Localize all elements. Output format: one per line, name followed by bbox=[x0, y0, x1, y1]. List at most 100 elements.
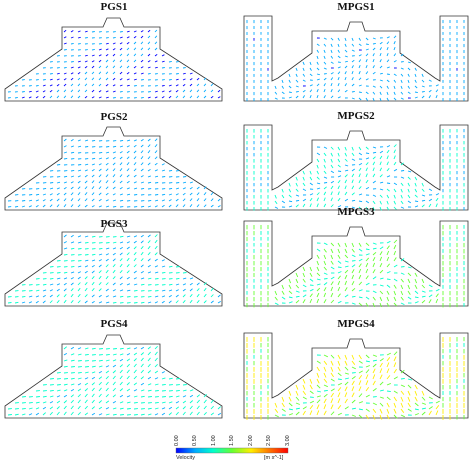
velocity-vector bbox=[407, 390, 411, 396]
velocity-vector bbox=[168, 90, 172, 93]
velocity-vector bbox=[344, 60, 348, 63]
velocity-vector bbox=[302, 378, 306, 384]
velocity-vector bbox=[84, 241, 89, 244]
velocity-vector bbox=[84, 382, 89, 386]
colorbar bbox=[175, 447, 289, 454]
velocity-vector bbox=[379, 200, 382, 205]
velocity-vector bbox=[119, 42, 123, 45]
velocity-vector bbox=[393, 362, 397, 368]
colorbar-tick: 0.00 bbox=[174, 435, 180, 446]
velocity-vector bbox=[77, 399, 81, 404]
velocity-vector bbox=[358, 200, 363, 203]
velocity-vector bbox=[393, 396, 397, 402]
velocity-vector bbox=[337, 354, 341, 360]
velocity-vector bbox=[302, 73, 306, 77]
velocity-vector bbox=[316, 292, 320, 298]
velocity-vector bbox=[175, 395, 180, 398]
velocity-vector bbox=[56, 198, 60, 202]
velocity-vector bbox=[126, 353, 131, 356]
velocity-vector bbox=[105, 301, 110, 304]
velocity-vector bbox=[386, 59, 390, 63]
velocity-vector bbox=[126, 168, 130, 172]
velocity-vector bbox=[309, 197, 313, 202]
velocity-vector bbox=[428, 284, 433, 288]
velocity-vector bbox=[337, 185, 340, 190]
velocity-vector bbox=[337, 275, 341, 280]
velocity-vector bbox=[112, 186, 116, 190]
velocity-vector bbox=[358, 296, 363, 299]
velocity-vector bbox=[70, 265, 75, 268]
velocity-vector bbox=[365, 414, 369, 420]
velocity-vector bbox=[126, 36, 130, 39]
velocity-vector bbox=[140, 413, 145, 416]
velocity-vector bbox=[140, 59, 144, 63]
velocity-vector bbox=[196, 399, 200, 404]
velocity-vector bbox=[302, 182, 306, 187]
velocity-vector bbox=[112, 162, 116, 166]
velocity-vector bbox=[112, 269, 116, 274]
velocity-vector bbox=[7, 302, 12, 304]
velocity-vector bbox=[196, 77, 200, 81]
velocity-vector bbox=[386, 256, 390, 262]
velocity-vector bbox=[379, 374, 383, 380]
velocity-vector bbox=[133, 358, 137, 362]
velocity-vector bbox=[140, 139, 144, 142]
velocity-vector bbox=[140, 47, 144, 51]
velocity-vector bbox=[56, 300, 60, 304]
velocity-vector bbox=[351, 158, 356, 161]
velocity-vector bbox=[379, 256, 383, 262]
velocity-vector bbox=[77, 388, 82, 392]
velocity-vector bbox=[337, 164, 341, 168]
velocity-vector bbox=[337, 266, 342, 269]
velocity-vector bbox=[77, 145, 82, 148]
velocity-vector bbox=[288, 96, 292, 99]
velocity-vector bbox=[84, 254, 89, 256]
velocity-vector bbox=[365, 48, 369, 51]
velocity-vector bbox=[175, 73, 179, 75]
velocity-vector bbox=[379, 47, 382, 51]
velocity-vector bbox=[421, 90, 425, 93]
velocity-vector bbox=[407, 73, 410, 77]
velocity-vector bbox=[112, 301, 117, 304]
velocity-vector bbox=[210, 294, 214, 298]
velocity-vector bbox=[105, 393, 109, 398]
velocity-vector bbox=[344, 37, 347, 42]
velocity-vector bbox=[98, 65, 102, 69]
velocity-vector bbox=[154, 239, 158, 244]
velocity-vector bbox=[154, 301, 159, 304]
velocity-vector bbox=[119, 375, 123, 380]
colorbar-tick: 2.00 bbox=[248, 435, 254, 446]
velocity-vector bbox=[337, 197, 341, 202]
velocity-vector bbox=[63, 234, 67, 238]
velocity-vector bbox=[309, 378, 313, 384]
velocity-vector bbox=[70, 77, 74, 81]
velocity-vector bbox=[421, 85, 425, 88]
velocity-vector bbox=[316, 260, 320, 266]
velocity-vector bbox=[210, 89, 214, 93]
velocity-vector bbox=[365, 173, 368, 178]
panel-title-mpgs1: MPGS1 bbox=[337, 1, 375, 13]
velocity-vector bbox=[379, 290, 384, 295]
velocity-vector bbox=[63, 151, 68, 154]
mpgs2-domain bbox=[243, 124, 469, 211]
velocity-vector bbox=[168, 204, 172, 208]
velocity-vector bbox=[63, 187, 67, 190]
velocity-vector bbox=[63, 241, 67, 244]
velocity-vector bbox=[91, 387, 95, 392]
velocity-vector bbox=[428, 299, 432, 304]
velocity-vector bbox=[56, 400, 61, 404]
velocity-vector bbox=[281, 79, 284, 84]
velocity-vector bbox=[372, 296, 376, 301]
velocity-vector bbox=[133, 277, 137, 280]
velocity-vector bbox=[161, 259, 165, 262]
velocity-vector bbox=[295, 396, 300, 401]
velocity-vector bbox=[400, 369, 405, 374]
velocity-vector bbox=[295, 284, 300, 289]
velocity-vector bbox=[105, 192, 109, 196]
velocity-vector bbox=[49, 401, 54, 404]
velocity-vector bbox=[421, 299, 426, 304]
panel-title-pgs2: PGS2 bbox=[100, 111, 128, 123]
velocity-vector bbox=[119, 394, 124, 398]
velocity-vector bbox=[77, 371, 82, 374]
